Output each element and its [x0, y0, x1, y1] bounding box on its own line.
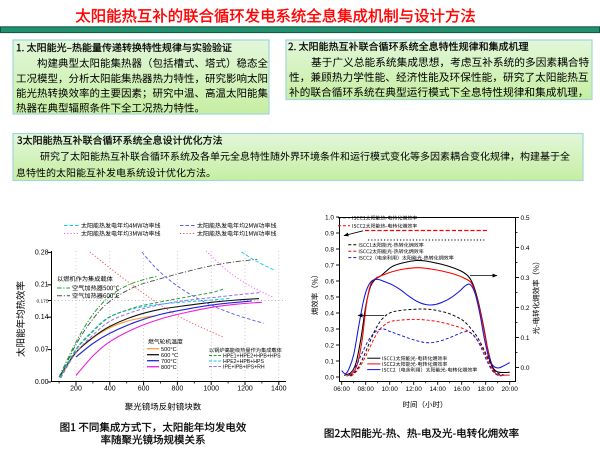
- svg-text:18:00: 18:00: [478, 386, 495, 393]
- svg-text:600 °C: 600 °C: [161, 353, 178, 359]
- svg-text:0.14: 0.14: [35, 314, 49, 321]
- svg-text:1400: 1400: [271, 386, 287, 393]
- svg-text:0.3: 0.3: [521, 275, 530, 282]
- svg-text:0.3: 0.3: [325, 326, 334, 333]
- svg-text:1000: 1000: [203, 386, 219, 393]
- svg-text:0.2: 0.2: [325, 342, 334, 349]
- svg-text:0.175: 0.175: [36, 298, 48, 304]
- svg-text:0.1: 0.1: [325, 358, 334, 365]
- svg-text:20:00: 20:00: [502, 386, 519, 393]
- svg-text:16:00: 16:00: [454, 386, 471, 393]
- svg-text:14:00: 14:00: [430, 386, 447, 393]
- svg-text:0.4: 0.4: [325, 310, 334, 317]
- svg-text:0.9: 0.9: [325, 230, 334, 237]
- svg-text:0.00: 0.00: [35, 379, 49, 386]
- svg-text:1200: 1200: [237, 386, 253, 393]
- svg-text:0.7: 0.7: [325, 262, 334, 269]
- svg-text:12:00: 12:00: [406, 386, 423, 393]
- svg-text:10:00: 10:00: [382, 386, 399, 393]
- svg-text:IPE+IPB+IPS+RH: IPE+IPB+IPS+RH: [223, 364, 265, 370]
- svg-text:0.8: 0.8: [325, 246, 334, 253]
- svg-text:700°C: 700°C: [161, 359, 177, 365]
- svg-text:500°C: 500°C: [161, 347, 177, 353]
- svg-text:0.07: 0.07: [35, 347, 49, 354]
- svg-text:HPE2+HPB+HPS: HPE2+HPB+HPS: [223, 359, 264, 365]
- svg-text:0.4: 0.4: [521, 245, 530, 252]
- svg-text:0.5: 0.5: [521, 215, 530, 222]
- svg-text:0.5: 0.5: [325, 294, 334, 301]
- svg-text:1.0: 1.0: [325, 214, 334, 221]
- svg-text:HPE1+HPE2+HPB+HPS: HPE1+HPE2+HPB+HPS: [223, 353, 281, 359]
- svg-text:06:00: 06:00: [334, 386, 351, 393]
- svg-text:800°C: 800°C: [161, 365, 177, 371]
- svg-text:0.0: 0.0: [521, 365, 530, 372]
- svg-text:800: 800: [172, 386, 184, 393]
- svg-text:600: 600: [138, 386, 150, 393]
- svg-text:0.21: 0.21: [35, 282, 49, 289]
- svg-text:0.6: 0.6: [325, 278, 334, 285]
- svg-text:08:00: 08:00: [358, 386, 375, 393]
- svg-text:0.1: 0.1: [521, 335, 530, 342]
- svg-text:200: 200: [70, 386, 82, 393]
- svg-text:0.2: 0.2: [521, 305, 530, 312]
- svg-text:0.0: 0.0: [325, 374, 334, 381]
- svg-text:400: 400: [104, 386, 116, 393]
- svg-text:0.28: 0.28: [35, 249, 49, 256]
